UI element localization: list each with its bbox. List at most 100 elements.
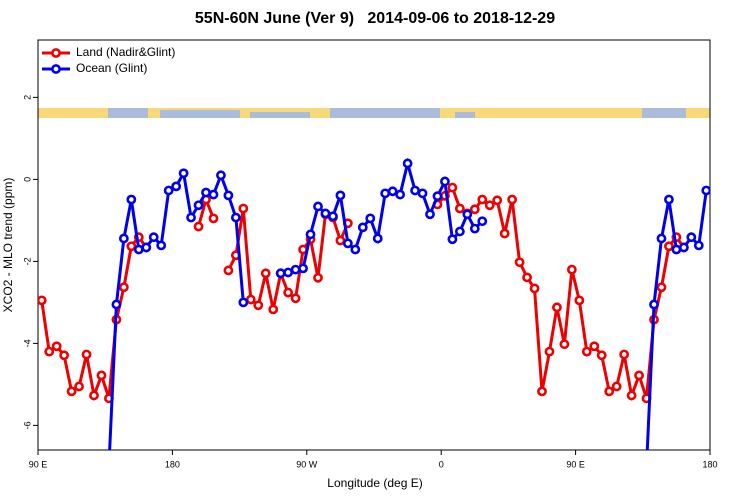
- data-point: [275, 268, 286, 279]
- data-point: [522, 272, 532, 283]
- data-point: [96, 370, 107, 381]
- data-point: [44, 346, 55, 357]
- x-tick-label: 90 E: [566, 459, 585, 469]
- data-point: [581, 346, 592, 357]
- data-point: [425, 209, 435, 220]
- data-point: [283, 267, 294, 278]
- data-point: [171, 181, 182, 192]
- data-point: [186, 212, 196, 223]
- map-strip: [38, 108, 710, 118]
- data-point: [51, 341, 62, 352]
- data-point: [156, 240, 167, 251]
- data-point: [305, 229, 316, 240]
- data-point: [313, 272, 323, 283]
- data-point: [163, 185, 174, 196]
- data-point: [664, 241, 674, 252]
- data-point: [529, 283, 540, 294]
- data-point: [492, 195, 503, 206]
- data-point: [223, 190, 234, 201]
- data-point: [335, 190, 346, 201]
- data-point: [440, 176, 450, 187]
- legend-label: Ocean (Glint): [76, 61, 147, 75]
- data-point: [320, 208, 331, 219]
- data-point: [208, 213, 219, 224]
- data-point: [604, 386, 615, 397]
- data-point: [148, 232, 159, 243]
- data-point: [126, 241, 137, 252]
- data-point: [656, 233, 667, 244]
- data-point: [223, 265, 234, 276]
- legend-marker: [51, 48, 61, 58]
- data-point: [313, 201, 323, 212]
- data-point: [507, 194, 518, 205]
- data-point: [89, 390, 99, 401]
- x-tick-label: 90 E: [29, 459, 48, 469]
- data-point: [649, 299, 659, 310]
- x-tick-label: 0: [439, 459, 444, 469]
- data-point: [611, 381, 622, 392]
- data-point: [395, 189, 406, 200]
- data-point: [238, 203, 249, 214]
- x-tick-label: 90 W: [296, 459, 318, 469]
- data-point: [365, 213, 376, 224]
- data-point: [290, 293, 301, 304]
- y-tick-label: -4: [22, 339, 32, 347]
- data-point: [454, 203, 465, 214]
- data-point: [596, 350, 607, 361]
- data-point: [350, 244, 361, 255]
- data-point: [357, 222, 368, 233]
- data-point: [432, 191, 443, 202]
- data-point: [499, 228, 510, 239]
- data-point: [193, 200, 204, 211]
- data-point: [701, 185, 710, 196]
- data-point: [619, 349, 630, 360]
- data-point: [454, 226, 465, 237]
- x-axis-label: Longitude (deg E): [327, 476, 422, 490]
- data-point: [537, 386, 547, 397]
- data-point: [230, 212, 241, 223]
- data-point: [372, 233, 383, 244]
- data-point: [208, 189, 219, 200]
- data-point: [477, 216, 488, 227]
- data-point: [552, 302, 562, 313]
- data-point: [447, 234, 458, 245]
- data-point: [559, 339, 570, 350]
- data-point: [671, 244, 682, 255]
- data-point: [417, 188, 428, 199]
- plot-frame: [37, 39, 711, 451]
- data-point: [477, 194, 488, 205]
- y-axis-label: XCO2 - MLO trend (ppm): [1, 178, 15, 313]
- data-point: [193, 221, 204, 232]
- data-point: [634, 370, 644, 381]
- data-point: [260, 268, 271, 279]
- series-line: [40, 184, 686, 402]
- data-point: [268, 304, 279, 315]
- data-point: [74, 381, 84, 392]
- data-point: [693, 240, 704, 251]
- chart-title: 55N-60N June (Ver 9) 2014-09-06 to 2018-…: [195, 10, 555, 27]
- data-point: [664, 194, 674, 205]
- data-point: [253, 300, 264, 311]
- data-point: [462, 209, 473, 220]
- data-point: [59, 350, 70, 361]
- data-point: [290, 264, 301, 275]
- data-point: [469, 223, 480, 234]
- data-point: [81, 349, 92, 360]
- data-point: [111, 299, 122, 310]
- data-point: [283, 287, 294, 298]
- data-point: [66, 386, 77, 397]
- data-point: [566, 264, 577, 275]
- data-point: [387, 186, 398, 197]
- x-tick-label: 180: [165, 459, 180, 469]
- plot-area: [38, 157, 710, 450]
- data-point: [298, 263, 308, 274]
- data-point: [447, 182, 458, 193]
- data-point: [133, 244, 144, 255]
- y-tick-label: -6: [22, 421, 32, 429]
- data-point: [678, 242, 689, 253]
- data-point: [141, 242, 152, 253]
- data-point: [238, 297, 249, 308]
- data-point: [201, 187, 211, 198]
- data-point: [118, 282, 129, 293]
